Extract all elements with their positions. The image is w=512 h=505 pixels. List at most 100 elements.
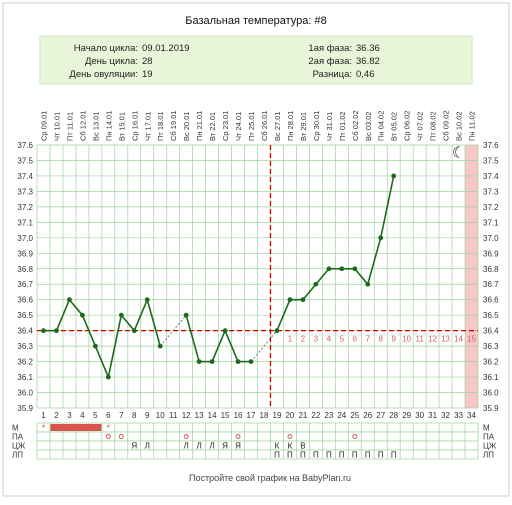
x-tick-label: 15 xyxy=(221,411,230,420)
date-label: Пт 18.01 xyxy=(156,111,165,141)
series-point xyxy=(300,297,306,303)
row-label-left: М xyxy=(12,424,19,433)
date-label: Вс 20.01 xyxy=(182,111,191,141)
x-tick-label: 14 xyxy=(208,411,217,420)
moon-icon: ☾ xyxy=(452,145,465,162)
y-tick-label-right: 37.6 xyxy=(483,141,499,150)
y-tick-label-left: 36.3 xyxy=(17,342,33,351)
ovulation-day-value: 19 xyxy=(142,69,153,80)
date-label: Пн 14.01 xyxy=(104,111,113,141)
series-segment xyxy=(81,314,97,347)
lp-mark: П xyxy=(300,451,306,460)
y-tick-label-right: 37.4 xyxy=(483,172,499,181)
x-tick-label: 2 xyxy=(54,411,59,420)
row-label-left: ЛП xyxy=(12,451,23,460)
series-point xyxy=(105,374,111,380)
series-segment xyxy=(146,299,161,347)
date-label: Вс 10.02 xyxy=(455,111,464,141)
series-point xyxy=(352,266,358,272)
y-tick-label-left: 37.5 xyxy=(17,156,33,165)
highlight-band xyxy=(465,145,478,408)
x-axis: 1 2 3 4 5 6 7 8 9 10 11 12 13 14 15 16 17 18 19 20 21 22 23 24 2… xyxy=(41,411,476,420)
series-segment xyxy=(302,283,317,301)
date-label: Вс 03.02 xyxy=(364,111,373,141)
series-point xyxy=(92,343,98,349)
phase2-day-number: 5 xyxy=(340,335,345,344)
mucus-mark: Л xyxy=(209,442,214,451)
date-label: Сб 12.01 xyxy=(78,110,87,141)
series-point xyxy=(378,235,384,241)
date-label: Сб 02.02 xyxy=(351,110,360,141)
y-tick-label-right: 37.3 xyxy=(483,187,499,196)
cycle-day-value: 28 xyxy=(142,56,153,67)
series-gap-connector xyxy=(250,330,278,362)
phase1-label: 1ая фаза: xyxy=(308,43,352,54)
circle-icon xyxy=(287,434,293,439)
date-label: Сб 19.01 xyxy=(169,110,178,141)
phase2-day-number: 11 xyxy=(415,335,424,344)
series-point xyxy=(391,173,397,179)
x-tick-label: 5 xyxy=(93,411,98,420)
y-tick-label-right: 36.9 xyxy=(483,249,499,258)
x-tick-label: 16 xyxy=(234,411,243,420)
date-label: Вт 15.01 xyxy=(117,112,126,141)
phase2-value: 36.82 xyxy=(356,56,380,67)
mucus-mark: Л xyxy=(145,442,150,451)
x-tick-label: 19 xyxy=(273,411,282,420)
phase2-day-number: 15 xyxy=(467,335,476,344)
y-tick-label-right: 36.7 xyxy=(483,280,499,289)
row-label-right: ПА xyxy=(483,433,495,442)
date-label: Ср 23.01 xyxy=(221,111,230,141)
x-tick-label: 33 xyxy=(454,411,463,420)
lp-mark: П xyxy=(313,451,319,460)
series-point xyxy=(365,281,371,287)
mucus-mark: Л xyxy=(184,442,189,451)
series-point xyxy=(313,281,319,287)
x-tick-label: 34 xyxy=(467,411,476,420)
date-label: Пт 11.01 xyxy=(65,112,74,141)
date-label: Сб 09.02 xyxy=(442,110,451,141)
series-point xyxy=(326,266,332,272)
x-tick-label: 4 xyxy=(80,411,85,420)
phase2-day-number: 9 xyxy=(391,335,396,344)
date-label: Вт 22.01 xyxy=(208,112,217,141)
phase2-label: 2ая фаза: xyxy=(308,56,352,67)
x-tick-label: 6 xyxy=(106,411,111,420)
cycle-day-label: День цикла: xyxy=(85,56,138,67)
phase2-day-number: 14 xyxy=(454,335,463,344)
date-label: Ср 16.01 xyxy=(130,111,139,141)
y-tick-label-right: 36.5 xyxy=(483,311,499,320)
mucus-mark: Я xyxy=(235,442,241,451)
series-segment xyxy=(366,237,382,285)
series-point xyxy=(248,359,254,364)
series-segment xyxy=(133,299,148,331)
y-tick-label-right: 37.5 xyxy=(483,156,499,165)
series-point xyxy=(118,312,124,318)
phase2-day-number: 2 xyxy=(301,335,306,344)
circle-icon xyxy=(118,434,124,439)
lp-mark: П xyxy=(274,451,280,460)
series-point xyxy=(157,343,163,349)
x-tick-label: 24 xyxy=(337,411,346,420)
phase1-value: 36.36 xyxy=(356,43,380,54)
mucus-mark: Я xyxy=(131,442,137,451)
date-label: Сб 26.01 xyxy=(260,110,269,141)
series-segment xyxy=(354,268,369,285)
phase2-day-number: 1 xyxy=(288,335,293,344)
series-segment xyxy=(315,268,330,285)
x-tick-label: 31 xyxy=(428,411,437,420)
mucus-mark: Я xyxy=(222,442,228,451)
series-segment xyxy=(68,299,84,316)
y-tick-label-left: 37.1 xyxy=(17,218,33,227)
difference-label: Разница: xyxy=(313,69,352,80)
y-tick-label-left: 37.6 xyxy=(17,141,33,150)
footer-text: Постройте свой график на BabyPlan.ru xyxy=(189,473,351,483)
series-point xyxy=(183,312,189,318)
series-point xyxy=(339,266,345,272)
series-segment xyxy=(379,175,395,238)
x-tick-label: 8 xyxy=(132,411,137,420)
y-tick-label-left: 36.5 xyxy=(17,311,33,320)
x-tick-label: 7 xyxy=(119,411,124,420)
phase2-day-number: 13 xyxy=(441,335,450,344)
chart-title: Базальная температура: #8 xyxy=(185,15,327,27)
